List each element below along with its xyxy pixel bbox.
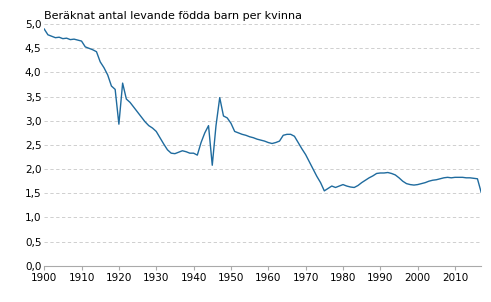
Text: Beräknat antal levande födda barn per kvinna: Beräknat antal levande födda barn per kv… (44, 11, 302, 21)
